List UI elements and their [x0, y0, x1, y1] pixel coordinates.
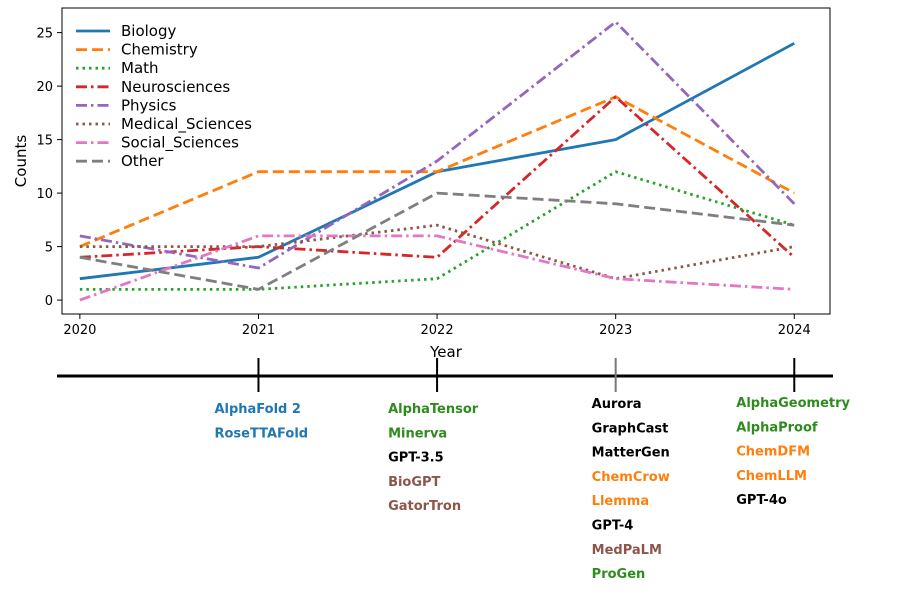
series-line-other [79, 191, 795, 291]
model-label: ChemLLM [736, 469, 807, 484]
y-tick-label: 0 [45, 294, 53, 309]
y-tick-label: 20 [36, 80, 53, 95]
legend-label: Biology [121, 22, 177, 40]
x-tick-label: 2022 [421, 323, 454, 338]
x-axis-label: Year [429, 343, 463, 361]
model-label: Aurora [592, 397, 642, 412]
x-tick-label: 2024 [778, 323, 811, 338]
plot-area: 2020 2021 2022 2023 2024 0 5 10 15 20 25 [36, 7, 831, 338]
model-label: GPT-4 [592, 519, 634, 534]
plot-frame [61, 7, 831, 315]
model-label: AlphaProof [736, 420, 818, 435]
y-axis-label: Counts [12, 135, 30, 188]
x-tick-label: 2023 [599, 323, 632, 338]
series-line-math [79, 170, 795, 291]
y-tick-label: 10 [36, 187, 53, 202]
legend: BiologyChemistryMathNeurosciencesPhysics… [76, 22, 252, 170]
legend-label: Social_Sciences [121, 134, 239, 153]
legend-label: Math [121, 59, 159, 77]
model-label: GPT-3.5 [388, 451, 444, 466]
model-label: ChemDFM [736, 445, 810, 460]
model-label: GPT-4o [736, 493, 787, 508]
model-label: GatorTron [388, 499, 461, 514]
model-label: AlphaTensor [388, 402, 479, 417]
legend-label: Neurosciences [121, 78, 230, 96]
x-tick-label: 2021 [242, 323, 275, 338]
legend-label: Other [121, 152, 164, 170]
series-line-medical-sciences [79, 223, 795, 281]
model-label: MedPaLM [592, 543, 662, 558]
series-line-chemistry [79, 95, 795, 248]
series-line-physics [79, 20, 796, 270]
model-label: ChemCrow [592, 470, 670, 485]
timeline: AlphaFold 2 RoseTTAFold AlphaTensor Minerva… [57, 358, 851, 582]
model-label: AlphaFold 2 [214, 402, 300, 417]
series-line-social-sciences [79, 234, 795, 302]
legend-label: Physics [121, 96, 177, 114]
y-tick-label: 15 [36, 134, 53, 149]
model-label: GraphCast [592, 421, 669, 436]
x-tick-label: 2020 [63, 323, 96, 338]
y-tick-label: 5 [45, 241, 53, 256]
model-label: ProGen [592, 567, 646, 582]
legend-label: Medical_Sciences [121, 115, 252, 134]
model-label: Minerva [388, 426, 447, 441]
legend-label: Chemistry [121, 41, 198, 59]
y-tick-label: 25 [36, 27, 53, 42]
model-label: Llemma [592, 494, 649, 509]
model-label: BioGPT [388, 475, 440, 490]
model-label: MatterGen [592, 446, 670, 461]
model-label: AlphaGeometry [736, 396, 850, 411]
model-label: RoseTTAFold [214, 426, 308, 441]
